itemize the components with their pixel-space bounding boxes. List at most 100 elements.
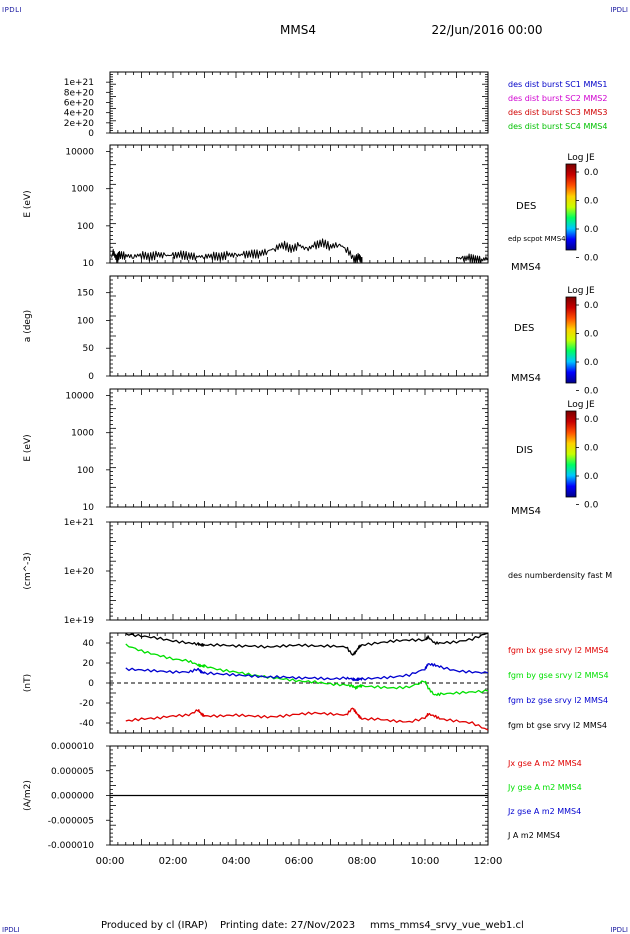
time-axis: 00:00 02:00 04:00 06:00 08:00 10:00 12:00 — [96, 856, 503, 867]
y-tick-label: -20 — [79, 699, 94, 709]
legend-entry: des numberdensity fast M — [508, 571, 612, 580]
y-axis-label: (A/m2) — [23, 780, 33, 811]
date-title: 22/Jun/2016 00:00 — [431, 23, 542, 37]
y-tick-label: 100 — [77, 222, 94, 232]
legend-entry: des dist burst SC1 MMS1 — [508, 80, 607, 89]
overlay-label: edp scpot MMS4 — [508, 235, 566, 243]
series-line-bt — [125, 632, 489, 656]
panel-frame — [109, 388, 489, 508]
spacecraft-title: MMS4 — [280, 23, 316, 37]
y-tick-label: 100 — [77, 466, 94, 476]
y-tick-label: 1000 — [71, 429, 94, 439]
legend-entry: Jx gse A m2 MMS4 — [507, 759, 582, 768]
y-axis-label: (nT) — [23, 674, 33, 692]
legend-entry: fgm bz gse srvy l2 MMS4 — [508, 696, 608, 705]
panel-fgm: (nT) fgm bx gse srvy l2 MMS4 fgm by gse sr… — [23, 632, 609, 734]
colorbar-tick-label: 0.0 — [584, 358, 599, 368]
y-tick-label: 2e+20 — [64, 119, 95, 129]
colorbar-tick-label: 0.0 — [584, 387, 599, 397]
y-tick-label: -0.000010 — [48, 841, 94, 851]
colorbar-tick-label: 0.0 — [584, 472, 599, 482]
y-tick-label: 4e+20 — [64, 109, 95, 119]
y-tick-label: 10 — [83, 503, 95, 513]
x-tick-label: 08:00 — [348, 856, 377, 867]
legend-entry: Jz gse A m2 MMS4 — [507, 807, 581, 816]
y-tick-label: 0 — [88, 372, 94, 382]
colorbar-tick-label: 0.0 — [584, 301, 599, 311]
series-line-bz — [125, 662, 489, 682]
colorbar-tick-label: 0.0 — [584, 168, 599, 178]
corner-label-top-right: IPDLI — [610, 6, 628, 14]
series-line-bx — [125, 707, 489, 731]
legend-entry: des dist burst SC2 MMS2 — [508, 94, 607, 103]
footer-produced: Produced by cl (IRAP) — [101, 920, 208, 931]
y-tick-label: 1e+20 — [64, 567, 95, 577]
y-tick-label: 10 — [83, 259, 95, 269]
legend-entry: des dist burst SC4 MMS4 — [508, 122, 607, 131]
y-tick-label: 0 — [88, 679, 94, 689]
colorbar-tick-label: 0.0 — [584, 415, 599, 425]
y-tick-label: 0.000005 — [51, 767, 94, 777]
colorbar-tick-label: 0.0 — [584, 225, 599, 235]
corner-label-top-left: IPDLI — [2, 6, 22, 14]
colorbar-tick-label: 0.0 — [584, 330, 599, 340]
y-tick-label: 0.000000 — [51, 792, 94, 802]
y-tick-label: 10000 — [65, 148, 94, 158]
x-tick-label: 06:00 — [285, 856, 314, 867]
y-tick-label: 20 — [83, 659, 95, 669]
y-tick-label: 40 — [83, 639, 95, 649]
x-tick-label: 04:00 — [222, 856, 251, 867]
legend-entry: fgm bx gse srvy l2 MMS4 — [508, 646, 609, 655]
x-tick-label: 10:00 — [411, 856, 440, 867]
y-tick-label: 1e+21 — [64, 78, 94, 88]
instrument-label: DIS — [516, 445, 533, 456]
y-tick-label: 50 — [83, 344, 95, 354]
colorbar-title: Log JE — [567, 286, 595, 296]
footer-file-name: mms_mms4_srvy_vue_web1.cl — [370, 920, 524, 931]
spacecraft-tag: MMS4 — [511, 373, 541, 384]
panel-des_energy: E (eV) DES MMS4 Log JE 0.0 0.0 0.0 0.0 edp scpot… — [23, 144, 599, 273]
legend-entry: fgm by gse srvy l2 MMS4 — [508, 671, 609, 680]
colorbar — [565, 296, 577, 384]
series-line-by — [125, 643, 489, 697]
y-tick-label: -40 — [79, 719, 94, 729]
colorbar-title: Log JE — [567, 400, 595, 410]
y-tick-label: 150 — [77, 289, 94, 299]
x-tick-label: 02:00 — [159, 856, 188, 867]
spacecraft-tag: MMS4 — [511, 262, 541, 273]
y-axis-label: E (eV) — [23, 190, 33, 217]
corner-label-bottom-left: IPDLI — [2, 926, 20, 934]
panel-frame — [109, 521, 489, 621]
legend-entry: Jy gse A m2 MMS4 — [507, 783, 582, 792]
y-tick-label: 0 — [88, 129, 94, 139]
corner-label-bottom-right: IPDLI — [610, 926, 628, 934]
colorbar-tick-label: 0.0 — [584, 444, 599, 454]
instrument-label: DES — [514, 323, 534, 334]
panel-des_pitch: a (deg) DES MMS4 Log JE 0.0 0.0 0.0 0.0 150 100 50… — [23, 275, 599, 397]
colorbar — [565, 163, 577, 251]
panel-frame — [109, 275, 489, 377]
y-tick-label: 1e+19 — [64, 616, 95, 626]
legend-entry: fgm bt gse srvy l2 MMS4 — [508, 721, 607, 730]
panel-frame — [109, 71, 489, 134]
colorbar-title: Log JE — [567, 153, 595, 163]
colorbar-tick-label: 0.0 — [584, 501, 599, 511]
y-tick-label: 10000 — [65, 392, 94, 402]
instrument-label: DES — [516, 201, 536, 212]
legend-entry: J A m2 MMS4 — [507, 831, 560, 840]
scpot-line — [111, 238, 363, 264]
panel-current: (A/m2) Jx gse A m2 MMS4 Jy gse A m2 MMS4 Jz… — [23, 742, 582, 851]
panel-frame — [109, 144, 489, 264]
y-axis-label: (cm^-3) — [23, 552, 33, 589]
y-axis-label: E (eV) — [23, 434, 33, 461]
y-tick-label: 100 — [77, 316, 94, 326]
y-tick-label: 8e+20 — [64, 88, 95, 98]
spacecraft-tag: MMS4 — [511, 506, 541, 517]
colorbar-tick-label: 0.0 — [584, 197, 599, 207]
colorbar — [565, 410, 577, 498]
panel-density: (cm^-3) des numberdensity fast M 1e+21 1e+2… — [23, 518, 612, 626]
y-tick-label: -0.000005 — [48, 816, 94, 826]
footer-printing-date: Printing date: 27/Nov/2023 — [220, 920, 355, 931]
